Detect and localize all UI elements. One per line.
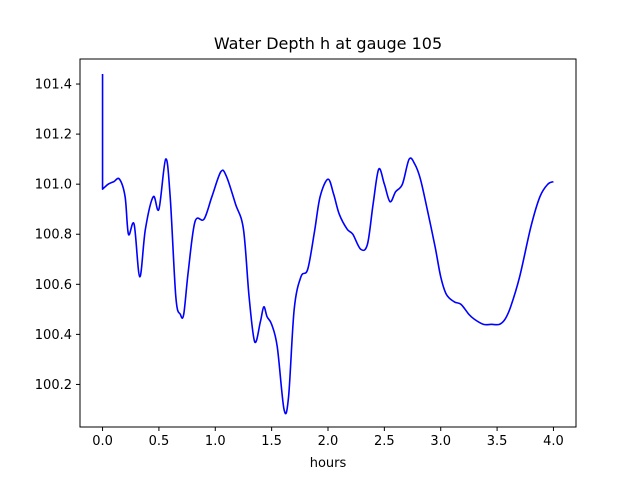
x-tick-label: 2.0 (318, 434, 339, 449)
chart-title: Water Depth h at gauge 105 (214, 34, 442, 53)
x-tick-label: 3.5 (487, 434, 508, 449)
y-tick-label: 101.0 (35, 178, 72, 193)
y-tick-label: 100.4 (35, 328, 72, 343)
x-axis: 0.0 0.5 1.0 1.5 2.0 2.5 3.0 3.5 4.0 (92, 427, 564, 449)
plot-area (101, 74, 554, 415)
x-tick-label: 0.0 (92, 434, 113, 449)
x-axis-label: hours (310, 456, 347, 471)
y-axis: 100.2 100.4 100.6 100.8 101.0 101.2 101.4 (35, 78, 80, 393)
y-tick-label: 100.2 (35, 378, 72, 393)
x-tick-label: 1.0 (205, 434, 226, 449)
y-tick-label: 101.4 (35, 78, 72, 93)
y-tick-label: 101.2 (35, 128, 72, 143)
y-tick-label: 100.8 (35, 228, 72, 243)
y-tick-label: 100.6 (35, 278, 72, 293)
x-tick-label: 3.0 (430, 434, 451, 449)
x-tick-label: 0.5 (149, 434, 170, 449)
x-tick-label: 1.5 (261, 434, 282, 449)
x-tick-label: 2.5 (374, 434, 395, 449)
x-tick-label: 4.0 (543, 434, 564, 449)
plot-frame (79, 58, 577, 428)
series-line (101, 74, 554, 415)
